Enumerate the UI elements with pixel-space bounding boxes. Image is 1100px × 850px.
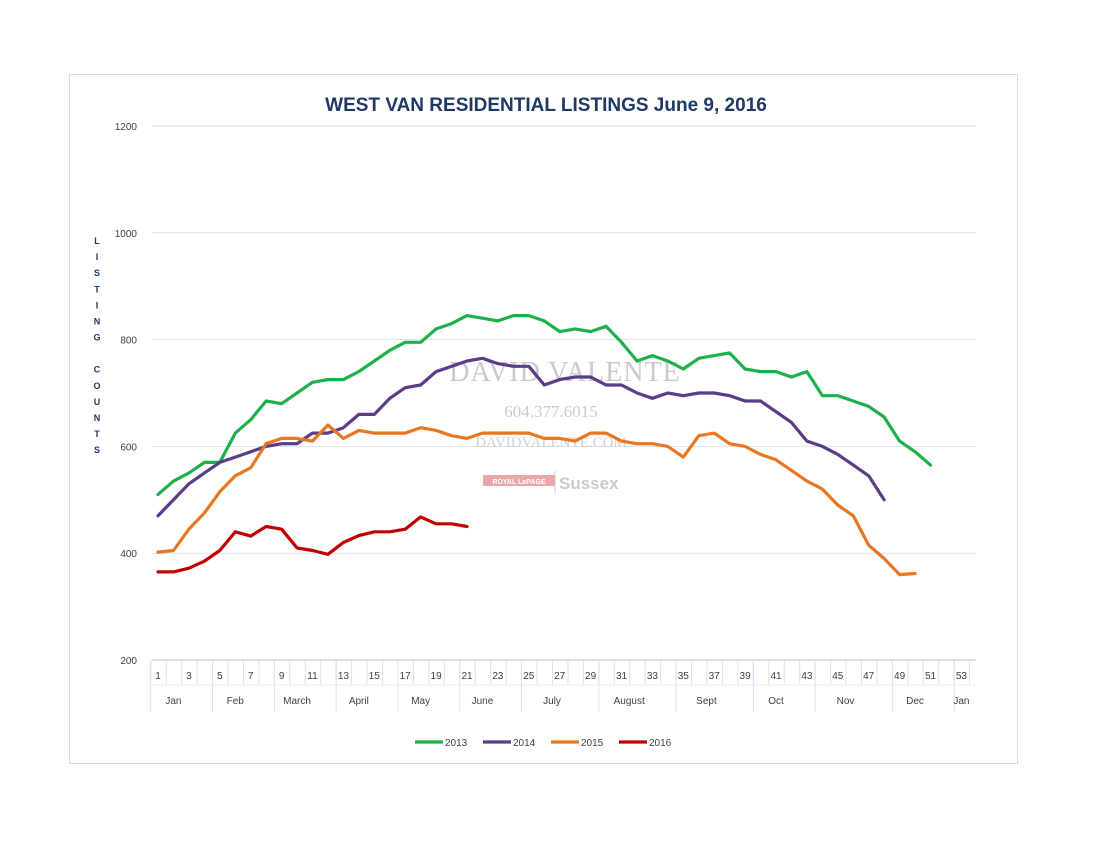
x-tick-label: 21	[461, 671, 473, 682]
x-tick-label: 17	[400, 671, 412, 682]
legend-label-2013: 2013	[445, 738, 468, 749]
x-tick-label: 1	[155, 671, 161, 682]
x-tick-label: 25	[523, 671, 535, 682]
y-axis-label-letter: O	[93, 381, 100, 391]
month-label: Jan	[953, 696, 969, 707]
x-tick-label: 9	[279, 671, 285, 682]
month-label: April	[349, 696, 369, 707]
chart-title: WEST VAN RESIDENTIAL LISTINGS June 9, 20…	[325, 95, 767, 116]
y-axis-label-letter: T	[94, 429, 100, 439]
chart-frame: WEST VAN RESIDENTIAL LISTINGS June 9, 20…	[69, 74, 1018, 764]
y-axis-label-letter: C	[94, 365, 101, 375]
watermark-name: DAVID VALENTE	[449, 357, 681, 388]
y-tick-label: 1000	[115, 229, 138, 240]
y-axis-label-letter: I	[96, 252, 99, 262]
month-label: March	[283, 696, 311, 707]
x-tick-label: 53	[956, 671, 968, 682]
series-line-2013	[156, 314, 933, 497]
legend-label-2016: 2016	[649, 738, 672, 749]
royal-lepage-logo	[483, 475, 555, 486]
y-axis-label-letter: N	[94, 413, 101, 423]
x-axis: 1 3 5 7 9 11 13 15 17 19 21 23 25 27 29 31 33 35 37 39 41 43 4…	[150, 660, 976, 712]
x-tick-label: 49	[894, 671, 906, 682]
x-tick-label: 11	[307, 671, 318, 682]
series-line-2016	[156, 515, 469, 574]
x-tick-label: 13	[338, 671, 350, 682]
y-axis-ticks: 200 400 600 800 1000 1200	[115, 122, 138, 667]
x-tick-label: 23	[492, 671, 504, 682]
series-lines	[156, 314, 933, 577]
y-axis-label-letter: S	[94, 268, 100, 278]
gridlines	[152, 125, 976, 661]
x-tick-label: 33	[647, 671, 659, 682]
x-tick-label: 51	[925, 671, 937, 682]
month-label: Feb	[227, 696, 245, 707]
month-label: July	[543, 696, 561, 707]
x-tick-label: 37	[709, 671, 721, 682]
y-axis-label-letter: G	[93, 333, 100, 343]
x-tick-label: 27	[554, 671, 566, 682]
legend-label-2015: 2015	[581, 738, 604, 749]
y-tick-label: 600	[120, 442, 137, 453]
x-tick-label: 7	[248, 671, 254, 682]
y-axis-label-letter: S	[94, 445, 100, 455]
chart: WEST VAN RESIDENTIAL LISTINGS June 9, 20…	[93, 95, 976, 749]
y-axis-label-letter: I	[96, 300, 99, 310]
watermark-brand: Sussex	[559, 474, 619, 493]
x-tick-label: 41	[770, 671, 782, 682]
x-tick-label: 35	[678, 671, 690, 682]
x-tick-label: 5	[217, 671, 223, 682]
y-tick-label: 1200	[115, 122, 138, 133]
x-tick-label: 45	[832, 671, 844, 682]
month-label: Nov	[837, 696, 855, 707]
y-axis-label-letter: N	[94, 317, 101, 327]
month-label: Sept	[696, 696, 717, 707]
month-label: June	[472, 696, 494, 707]
watermark-phone: 604.377.6015	[504, 402, 598, 421]
y-tick-label: 800	[120, 336, 137, 347]
y-axis-label-letter: U	[94, 397, 101, 407]
month-label: Oct	[768, 696, 784, 707]
x-tick-label: 29	[585, 671, 597, 682]
x-tick-label: 39	[740, 671, 752, 682]
month-label: Jan	[165, 696, 181, 707]
watermark-brand-small: ROYAL LePAGE	[492, 479, 545, 486]
x-tick-label: 31	[616, 671, 628, 682]
x-tick-label: 19	[431, 671, 443, 682]
y-tick-label: 400	[120, 549, 137, 560]
watermark: DAVID VALENTE 604.377.6015 DAVIDVALENTE.…	[449, 357, 681, 493]
y-axis-label-letter: T	[94, 284, 100, 294]
month-label: Dec	[906, 696, 924, 707]
legend-label-2014: 2014	[513, 738, 536, 749]
legend: 2013 2014 2015 2016	[415, 738, 672, 749]
watermark-url: DAVIDVALENTE.COM	[475, 435, 627, 451]
month-label: August	[614, 696, 645, 707]
series-line-2015	[156, 423, 917, 577]
x-tick-label: 3	[186, 671, 192, 682]
y-tick-label: 200	[120, 656, 137, 667]
x-tick-label: 47	[863, 671, 875, 682]
month-label: May	[411, 696, 430, 707]
y-axis-label-letter: L	[94, 236, 100, 246]
x-tick-label: 43	[801, 671, 813, 682]
x-tick-label: 15	[369, 671, 381, 682]
series-line-2014	[156, 356, 886, 518]
